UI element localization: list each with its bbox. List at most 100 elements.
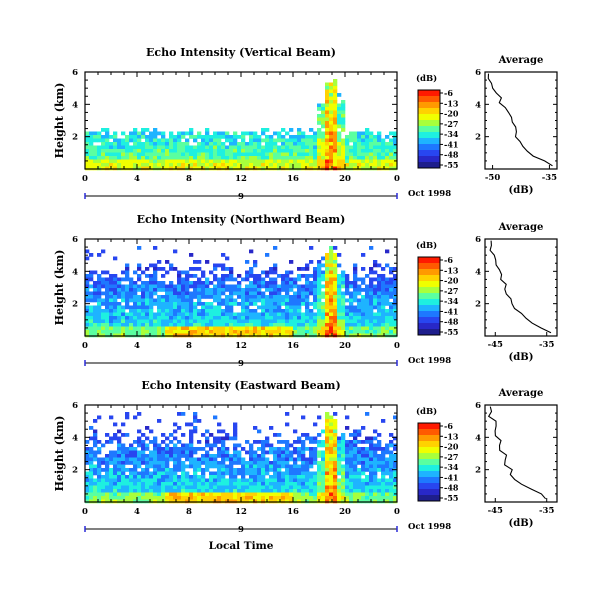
heatmap-cell bbox=[93, 298, 98, 303]
heatmap-cell bbox=[297, 316, 302, 320]
heatmap-cell bbox=[125, 323, 130, 327]
heatmap-cell bbox=[209, 156, 214, 160]
heatmap-cell bbox=[337, 316, 342, 320]
panel-3: Echo Intensity (Eastward Beam)0 4 8 12 16 20 0… bbox=[53, 379, 558, 552]
heatmap-cell bbox=[129, 330, 134, 334]
heatmap-cell bbox=[189, 433, 194, 437]
heatmap-cell bbox=[217, 333, 222, 338]
heatmap-cell bbox=[89, 489, 94, 493]
heatmap-cell bbox=[177, 319, 182, 324]
heatmap-cell bbox=[381, 156, 386, 160]
heatmap-cell bbox=[225, 135, 230, 139]
heatmap-cell bbox=[173, 316, 178, 320]
heatmap-cell bbox=[385, 159, 390, 164]
heatmap-cell bbox=[393, 316, 398, 320]
heatmap-cell bbox=[157, 260, 162, 264]
colorbar-tick-label: -13 bbox=[444, 98, 459, 108]
heatmap-cell bbox=[85, 461, 90, 465]
heatmap-cell bbox=[261, 454, 266, 458]
heatmap-cell bbox=[285, 454, 290, 458]
heatmap-cell bbox=[349, 149, 354, 153]
heatmap-cell bbox=[249, 443, 254, 448]
heatmap-cell bbox=[185, 496, 190, 500]
heatmap-cell bbox=[369, 323, 374, 327]
heatmap-cell bbox=[385, 277, 390, 282]
heatmap-cell bbox=[153, 277, 158, 282]
heatmap-cell bbox=[369, 152, 374, 157]
heatmap-cell bbox=[137, 457, 142, 462]
heatmap-cell bbox=[209, 333, 214, 338]
heatmap-cell bbox=[129, 288, 134, 292]
heatmap-cell bbox=[309, 281, 314, 285]
heatmap-cell bbox=[169, 450, 174, 455]
heatmap-cell bbox=[293, 447, 298, 451]
heatmap-cell bbox=[157, 131, 162, 136]
heatmap-cell bbox=[313, 319, 318, 324]
heatmap-cell bbox=[85, 131, 90, 136]
heatmap-cell bbox=[89, 131, 94, 136]
heatmap-cell bbox=[189, 284, 194, 289]
heatmap-cell bbox=[265, 156, 270, 160]
heatmap-cell bbox=[145, 284, 150, 289]
heatmap-cell bbox=[293, 152, 298, 157]
heatmap-cell bbox=[333, 309, 338, 313]
heatmap-cell bbox=[133, 163, 138, 167]
heatmap-cell bbox=[345, 450, 350, 455]
heatmap-cell bbox=[109, 152, 114, 157]
heatmap-cell bbox=[285, 295, 290, 299]
heatmap-cell bbox=[293, 302, 298, 306]
heatmap-cell bbox=[181, 277, 186, 282]
heatmap-cell bbox=[253, 333, 258, 338]
heatmap-cell bbox=[209, 291, 214, 296]
heatmap-cell bbox=[329, 166, 334, 171]
heatmap-cell bbox=[305, 152, 310, 157]
heatmap-cell bbox=[197, 267, 202, 271]
heatmap-cell bbox=[229, 309, 234, 313]
profile-y-tick-label: 2 bbox=[475, 300, 481, 310]
heatmap-cell bbox=[101, 475, 106, 479]
heatmap-cell bbox=[365, 457, 370, 462]
heatmap-cell bbox=[265, 284, 270, 289]
heatmap-cell bbox=[189, 267, 194, 271]
heatmap-cell bbox=[301, 298, 306, 303]
heatmap-cell bbox=[377, 135, 382, 139]
heatmap-cell bbox=[285, 482, 290, 486]
heatmap-cell bbox=[381, 166, 386, 171]
heatmap-cell bbox=[289, 468, 294, 472]
heatmap-cell bbox=[141, 270, 146, 275]
heatmap-cell bbox=[297, 302, 302, 306]
heatmap-cell bbox=[357, 142, 362, 146]
heatmap-cell bbox=[309, 316, 314, 320]
heatmap-cell bbox=[317, 478, 322, 483]
heatmap-cell bbox=[293, 323, 298, 327]
heatmap-cell bbox=[237, 471, 242, 476]
heatmap-cell bbox=[333, 450, 338, 455]
heatmap-cell bbox=[197, 298, 202, 303]
heatmap-cell bbox=[281, 496, 286, 500]
heatmap-cell bbox=[317, 152, 322, 157]
heatmap-cell bbox=[257, 142, 262, 146]
heatmap-cell bbox=[333, 447, 338, 451]
heatmap-cell bbox=[221, 443, 226, 448]
heatmap-cell bbox=[97, 312, 102, 317]
heatmap-cell bbox=[93, 159, 98, 164]
heatmap-cell bbox=[369, 457, 374, 462]
heatmap-cell bbox=[185, 281, 190, 285]
heatmap-cell bbox=[241, 163, 246, 167]
heatmap-cell bbox=[377, 263, 382, 268]
heatmap-cell bbox=[181, 131, 186, 136]
heatmap-cell bbox=[241, 319, 246, 324]
heatmap-cell bbox=[173, 496, 178, 500]
heatmap-cell bbox=[273, 298, 278, 303]
heatmap-cell bbox=[193, 260, 198, 264]
heatmap-cell bbox=[293, 489, 298, 493]
heatmap-cell bbox=[381, 464, 386, 469]
heatmap-cell bbox=[329, 93, 334, 97]
heatmap-cell bbox=[341, 447, 346, 451]
heatmap-cell bbox=[145, 333, 150, 338]
heatmap-cell bbox=[213, 138, 218, 143]
heatmap-cell bbox=[321, 149, 326, 153]
heatmap-cell bbox=[273, 333, 278, 338]
heatmap-cell bbox=[241, 496, 246, 500]
heatmap-cell bbox=[345, 415, 350, 420]
